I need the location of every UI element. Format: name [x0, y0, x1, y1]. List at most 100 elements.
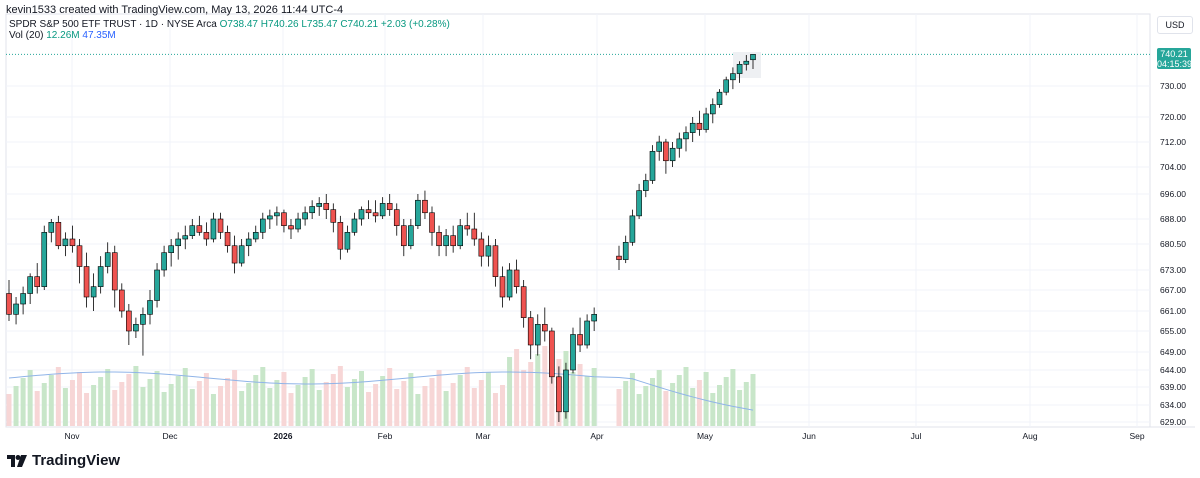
volume-bar: [161, 392, 167, 426]
candle-body: [591, 314, 597, 322]
volume-bar: [401, 381, 407, 426]
candle-body: [450, 235, 456, 247]
volume-bar: [168, 384, 174, 426]
volume-bar: [253, 375, 259, 426]
volume-bar: [394, 389, 400, 426]
volume-bar: [274, 380, 280, 426]
volume-bar: [584, 376, 590, 426]
candle-body: [295, 218, 301, 230]
candle-body: [379, 203, 386, 217]
candle-body: [422, 199, 428, 214]
volume-bar: [203, 373, 209, 426]
volume-bar: [485, 372, 491, 426]
candle-body: [41, 232, 48, 287]
x-tick-label: Apr: [590, 431, 603, 441]
volume-bar: [464, 367, 470, 426]
y-tick-label: 704.00: [1160, 162, 1186, 172]
candle-body: [48, 222, 55, 233]
candle-body: [534, 324, 541, 346]
candle-body: [309, 206, 315, 214]
candle-body: [252, 232, 259, 240]
candle-body: [386, 203, 393, 210]
candle-body: [577, 334, 583, 346]
x-tick-label: Nov: [64, 431, 80, 441]
candle-body: [549, 330, 555, 378]
candle-body: [563, 369, 569, 413]
candle-body: [513, 269, 520, 287]
volume-bar: [690, 388, 696, 426]
candle-body: [743, 60, 750, 65]
candle-body: [90, 286, 97, 298]
volume-bar: [507, 357, 513, 426]
candle-body: [316, 203, 323, 207]
volume-bar: [422, 386, 428, 426]
x-tick-label: May: [697, 431, 714, 441]
volume-bar: [48, 375, 54, 426]
volume-bar: [267, 388, 273, 426]
volume-bar: [6, 394, 12, 426]
candle-body: [288, 225, 294, 230]
y-tick-label: 720.00: [1160, 112, 1186, 122]
candle-body: [119, 289, 125, 312]
candle-body: [196, 225, 203, 233]
candle-body: [683, 132, 689, 140]
volume-bar: [703, 372, 709, 426]
volume-bar: [210, 394, 216, 426]
candle-body: [400, 225, 407, 247]
currency-button[interactable]: USD: [1157, 16, 1193, 34]
volume-bar: [112, 390, 118, 426]
volume-bar: [41, 383, 47, 426]
y-tick-label: 712.00: [1160, 137, 1186, 147]
candle-body: [372, 212, 379, 217]
candle-body: [464, 225, 471, 230]
volume-bar: [696, 380, 702, 426]
candle-body: [656, 141, 663, 152]
volume-bar: [415, 394, 421, 426]
volume-label[interactable]: Vol (20): [9, 30, 44, 41]
volume-bar: [140, 387, 146, 426]
candle-body: [471, 228, 478, 240]
candle-body: [556, 376, 562, 413]
high-value: H740.26: [260, 19, 299, 30]
volume-bar: [676, 375, 682, 426]
candle-body: [245, 238, 252, 247]
y-tick-label: 673.00: [1160, 265, 1186, 275]
volume-bar: [84, 393, 90, 426]
bar-countdown: 04:15:39: [1157, 59, 1193, 69]
volume-bar: [616, 389, 622, 426]
volume-bar: [549, 367, 555, 426]
candle-body: [62, 238, 69, 247]
symbol-name[interactable]: SPDR S&P 500 ETF TRUST · 1D · NYSE Arca: [9, 19, 217, 30]
candle-body: [723, 79, 730, 93]
y-tick-label: 644.00: [1160, 365, 1186, 375]
volume-bar: [337, 366, 343, 426]
volume-bar: [246, 383, 252, 426]
volume-bar: [743, 382, 749, 426]
volume-bar: [34, 391, 40, 426]
volume-bar: [492, 393, 498, 426]
candle-body: [13, 303, 19, 315]
volume-bar: [514, 349, 520, 426]
candle-body: [506, 269, 513, 298]
candle-body: [709, 104, 716, 115]
volume-bar: [478, 380, 484, 426]
volume-bar: [643, 386, 649, 426]
candle-body: [6, 293, 12, 315]
volume-bar: [13, 386, 19, 426]
volume-bar: [344, 387, 350, 426]
volume-bar: [218, 386, 223, 426]
candle-body: [520, 286, 527, 318]
volume-bar: [288, 393, 294, 426]
candle-body: [736, 64, 743, 74]
volume-bar: [239, 391, 245, 426]
volume-ma-line: [8, 371, 754, 411]
volume-bar: [528, 362, 534, 426]
candle-body: [34, 276, 41, 287]
y-tick-label: 629.00: [1160, 417, 1186, 427]
candle-body: [443, 235, 449, 247]
volume-bar: [436, 370, 442, 426]
candle-body: [302, 212, 308, 220]
candle-body: [649, 151, 656, 181]
volume-bar: [450, 383, 456, 426]
